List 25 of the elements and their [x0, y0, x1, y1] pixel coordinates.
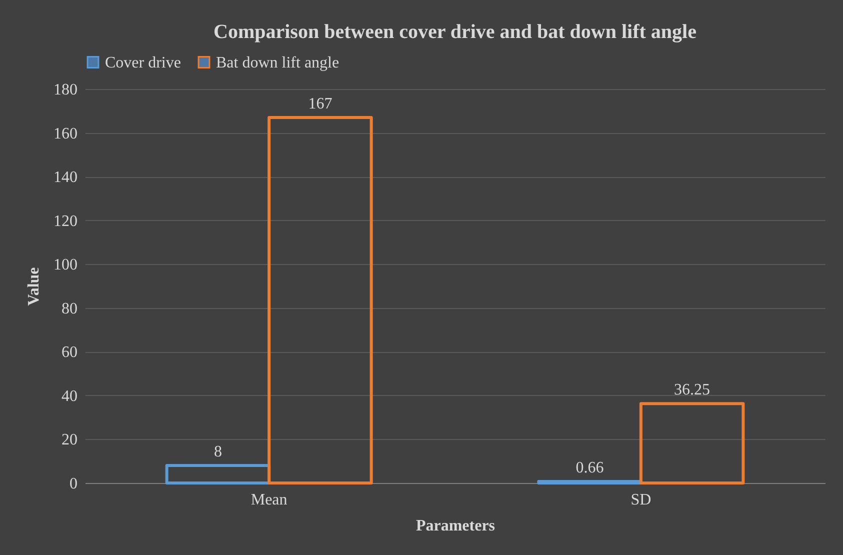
x-tick-label: SD — [630, 492, 652, 508]
y-tick-label: 180 — [54, 82, 78, 98]
y-axis-title: Value — [26, 267, 42, 306]
y-tick-label: 60 — [62, 344, 78, 362]
chart-title: Comparison between cover drive and bat down lift angle — [214, 21, 697, 43]
bar — [537, 480, 642, 484]
bar — [639, 402, 745, 484]
bar — [268, 116, 373, 484]
bar — [165, 464, 271, 484]
y-tick-label: 0 — [70, 476, 78, 492]
data-label: 0.66 — [576, 460, 604, 477]
data-label: 36.25 — [674, 382, 710, 399]
x-tick-label: Mean — [250, 492, 288, 508]
y-tick-label: 100 — [54, 256, 78, 274]
legend-label: Cover drive — [105, 54, 181, 72]
y-tick-label: 20 — [62, 432, 78, 449]
y-tick-label: 160 — [54, 125, 78, 142]
y-tick-label: 40 — [62, 388, 78, 405]
y-tick-label: 140 — [54, 169, 78, 186]
y-tick-label: 120 — [54, 212, 78, 230]
x-axis-title: Parameters — [416, 518, 496, 534]
data-label: 8 — [214, 443, 222, 460]
y-tick-label: 80 — [62, 300, 78, 318]
data-label: 167 — [308, 95, 332, 112]
legend-label: Bat down lift angle — [216, 54, 340, 72]
